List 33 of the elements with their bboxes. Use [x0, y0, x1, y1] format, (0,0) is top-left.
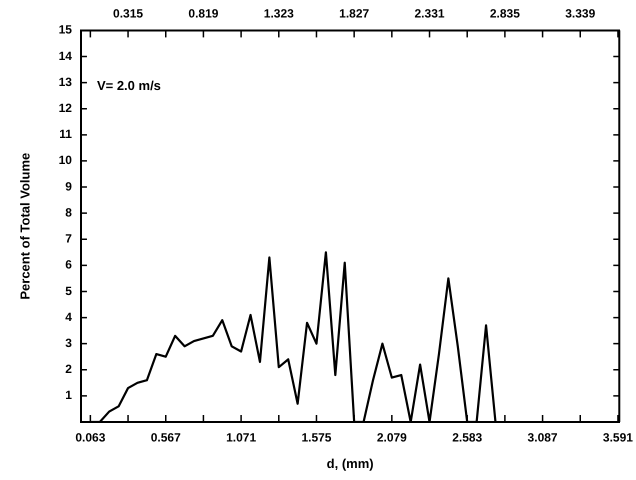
- x-tick-label: 0.567: [150, 430, 182, 445]
- x-tick-label: 2.079: [376, 430, 408, 445]
- y-tick-label: 12: [58, 101, 72, 116]
- x2-tick-label: 1.323: [264, 6, 294, 21]
- y-tick-label: 4: [65, 310, 72, 324]
- y-tick-label: 1: [65, 388, 72, 402]
- x-tick-label: 2.583: [452, 430, 483, 445]
- x-tick-label: 3.591: [602, 430, 634, 445]
- x2-tick-label: 2.331: [414, 6, 445, 21]
- y-tick-label: 7: [65, 232, 72, 246]
- x-tick-label: 1.071: [226, 430, 256, 445]
- y-tick-label: 11: [59, 127, 72, 142]
- y-tick-label: 2: [65, 362, 72, 376]
- y-tick-label: 5: [65, 284, 72, 298]
- y-tick-label: 10: [58, 153, 72, 168]
- y-tick-label: 9: [65, 179, 72, 194]
- y-tick-label: 15: [58, 22, 72, 37]
- annotation: V= 2.0 m/s: [96, 78, 161, 93]
- x-tick-label: 3.087: [528, 430, 558, 445]
- y-tick-label: 14: [58, 48, 72, 63]
- x2-tick-label: 1.827: [339, 6, 370, 21]
- x2-tick-label: 0.819: [188, 6, 219, 21]
- y-tick-label: 13: [58, 74, 72, 89]
- y-tick-label: 6: [65, 258, 72, 272]
- x-tick-label: 1.575: [301, 430, 332, 445]
- x2-tick-label: 3.339: [565, 6, 596, 21]
- y-tick-label: 3: [65, 336, 72, 350]
- y-tick-label: 8: [65, 205, 72, 220]
- x-axis-title: d, (mm): [326, 456, 374, 471]
- x-tick-label: 0.063: [75, 430, 106, 445]
- x2-tick-label: 0.315: [113, 6, 144, 21]
- y-axis-title: Percent of Total Volume: [17, 152, 32, 300]
- x2-tick-label: 2.835: [490, 6, 520, 21]
